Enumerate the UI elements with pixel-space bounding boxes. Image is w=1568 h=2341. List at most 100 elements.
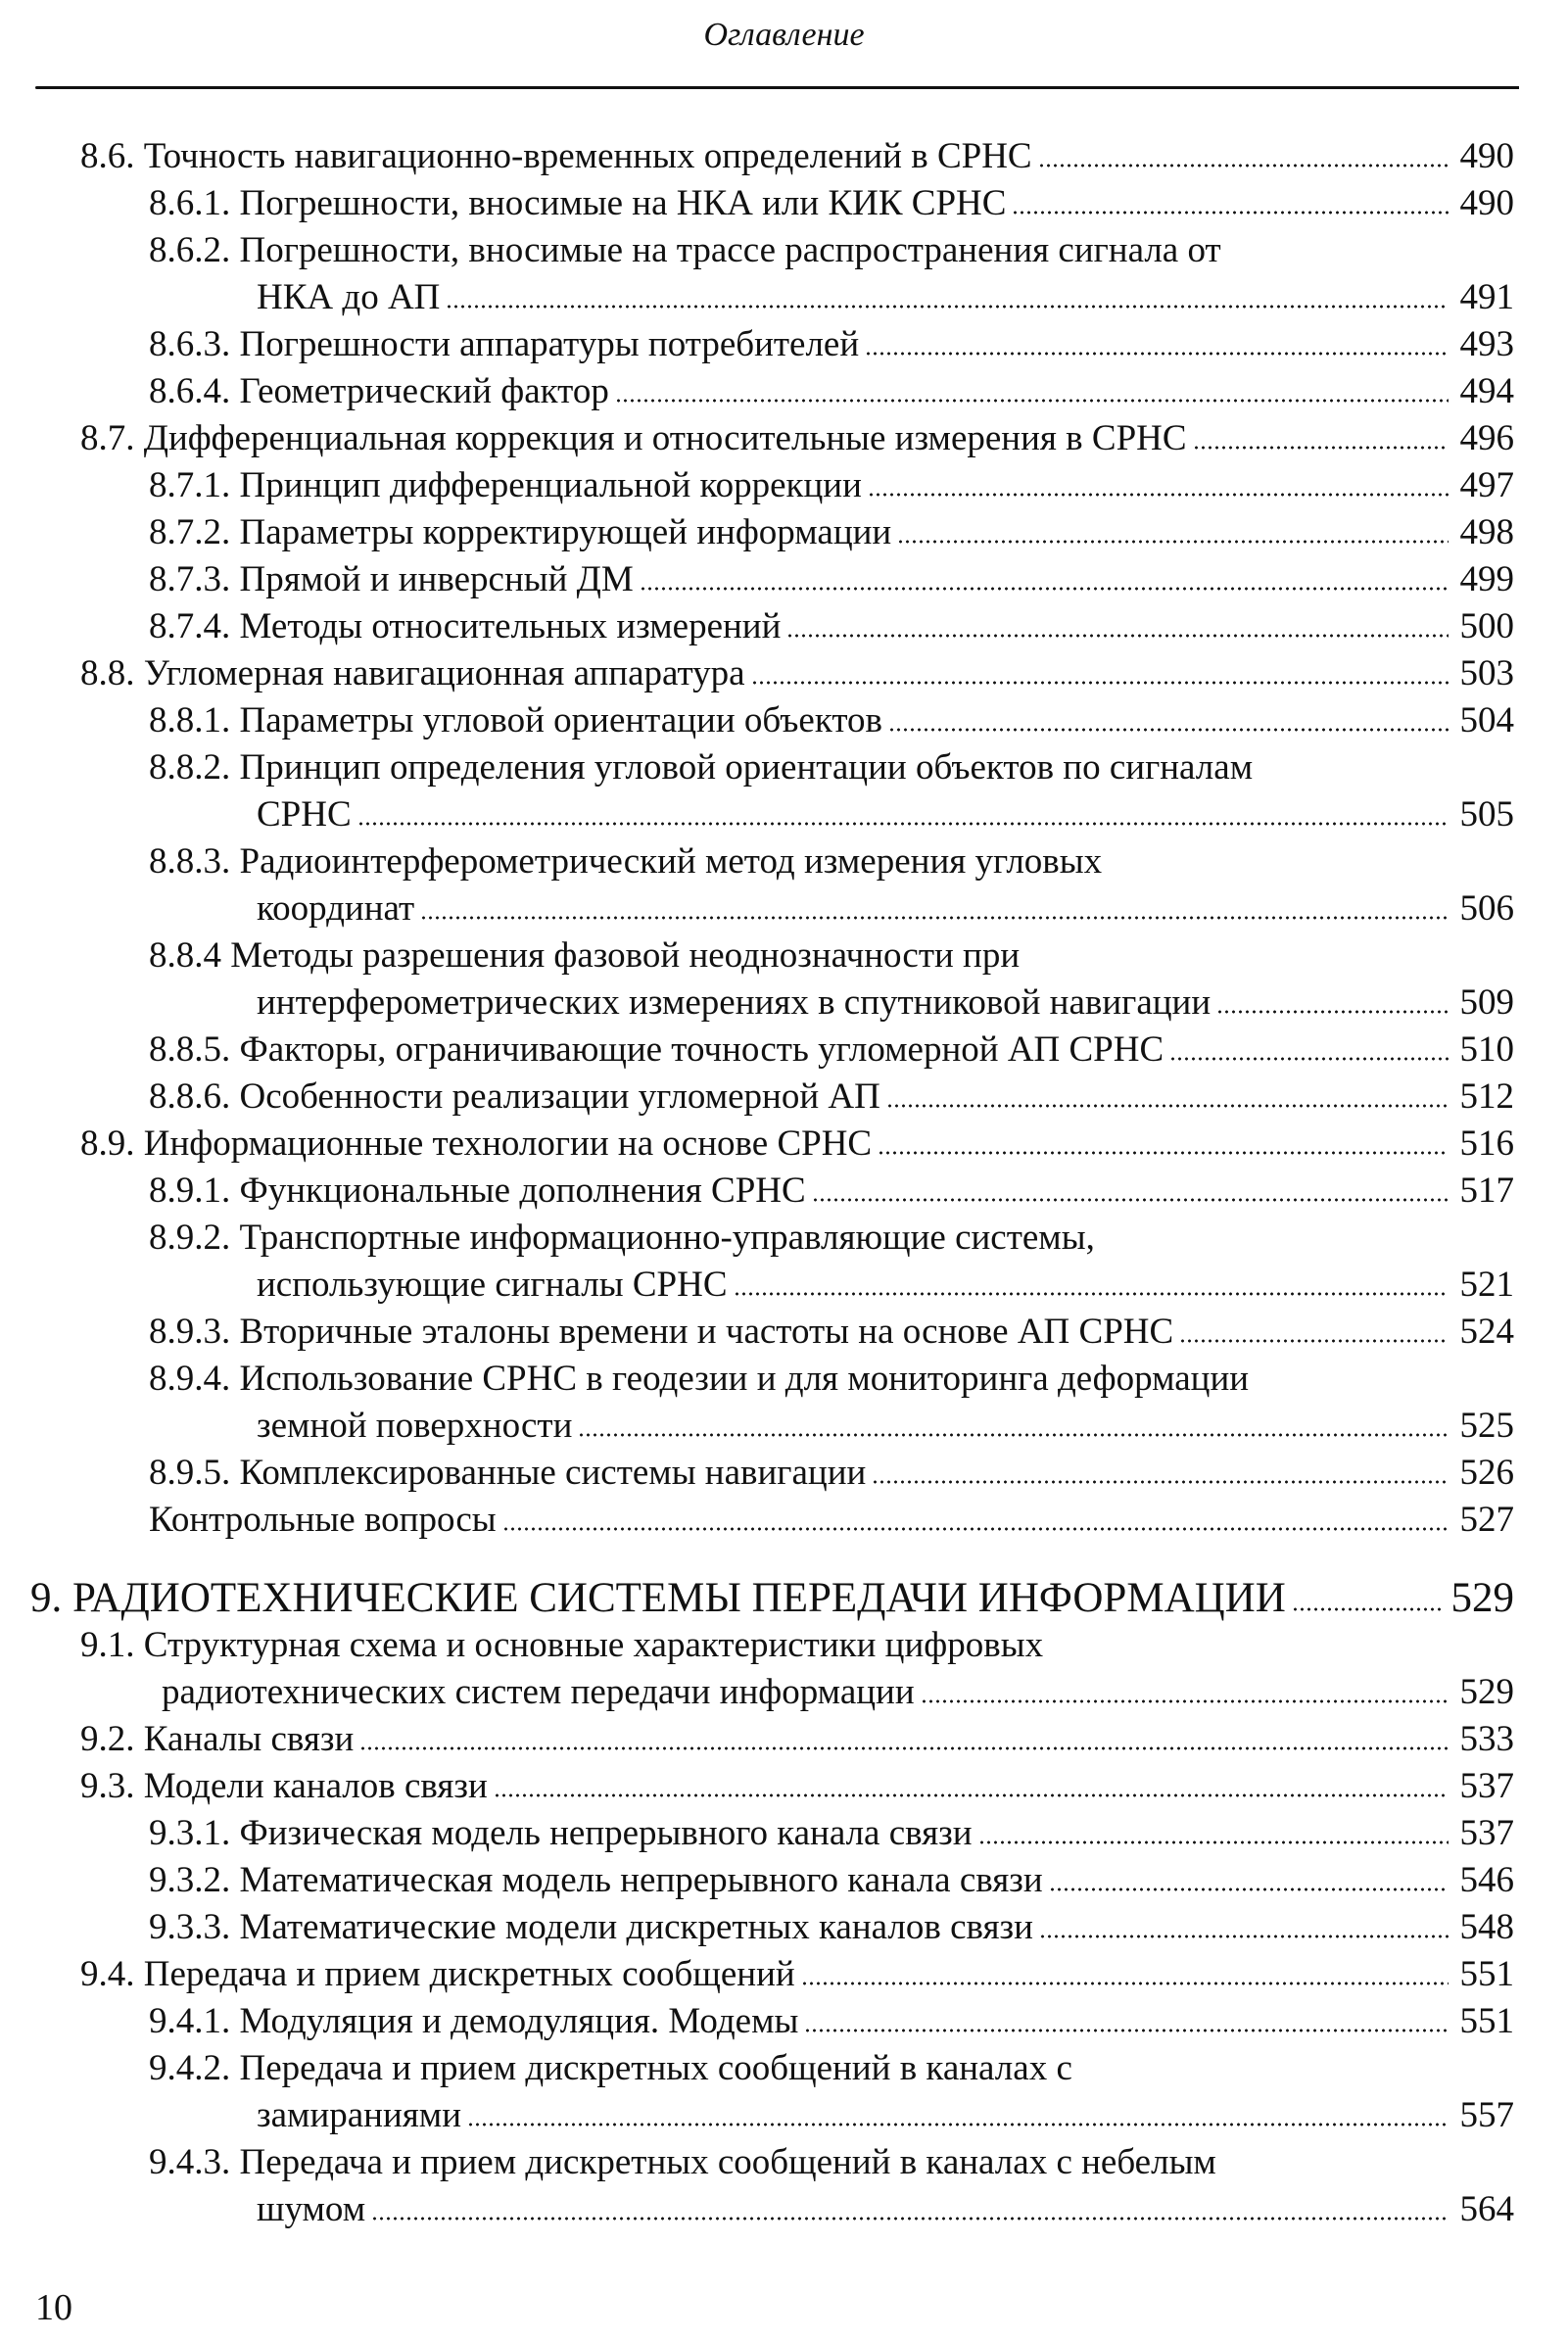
dot-leader xyxy=(1291,1607,1442,1611)
toc-entry-title: 9.1. Структурная схема и основные характ… xyxy=(80,1625,1044,1665)
toc-line: 9.3.2. Математическая модель непрерывног… xyxy=(0,1857,1568,1904)
toc-page-number: 557 xyxy=(1459,2095,1515,2135)
dot-leader xyxy=(1037,164,1449,167)
toc-entry-title: 8.9. Информационные технологии на основе… xyxy=(80,1123,873,1164)
toc-entry-title: 8.8. Угломерная навигационная аппаратура xyxy=(80,653,745,693)
toc-page-number: 527 xyxy=(1459,1500,1515,1540)
dot-leader xyxy=(1038,1935,1449,1938)
toc-line: 8.7.2. Параметры корректирующей информац… xyxy=(0,509,1568,556)
toc-page-number: 512 xyxy=(1459,1076,1515,1117)
toc-page-number: 505 xyxy=(1459,794,1515,835)
toc-entry: 8.8.5. Факторы, ограничивающие точность … xyxy=(0,1027,1568,1074)
toc-entry-title: использующие сигналы СРНС xyxy=(257,1265,728,1305)
toc-entry: 9.4.1. Модуляция и демодуляция. Модемы 55… xyxy=(0,1998,1568,2045)
toc-entry-title: 8.9.3. Вторичные эталоны времени и часто… xyxy=(149,1312,1174,1352)
toc-line: 9.4.1. Модуляция и демодуляция. Модемы 55… xyxy=(0,1998,1568,2045)
toc-entry: 8.6. Точность навигационно-временных опр… xyxy=(0,133,1568,180)
toc-entry: 8.7.4. Методы относительных измерений 500 xyxy=(0,603,1568,650)
toc-page-number: 498 xyxy=(1459,512,1515,552)
toc-line: 8.8.2. Принцип определения угловой ориен… xyxy=(0,744,1568,791)
toc-line: 9.4.3. Передача и прием дискретных сообщ… xyxy=(0,2139,1568,2186)
toc-entry-title: замираниями xyxy=(257,2095,462,2135)
toc-line: 8.6.1. Погрешности, вносимые на НКА или … xyxy=(0,180,1568,227)
dot-leader xyxy=(885,1104,1449,1108)
toc-line: координат 506 xyxy=(0,885,1568,932)
toc-entry: 9.4.2. Передача и прием дискретных сообщ… xyxy=(0,2045,1568,2139)
toc-entry-title: 8.7.1. Принцип дифференциальной коррекци… xyxy=(149,465,862,505)
toc-entry-title: радиотехнических систем передачи информа… xyxy=(162,1672,915,1712)
toc-entry-title: 9.4.1. Модуляция и демодуляция. Модемы xyxy=(149,2001,799,2041)
toc-entry-title: 9.3.1. Физическая модель непрерывного ка… xyxy=(149,1813,973,1853)
dot-leader xyxy=(1216,1010,1449,1014)
dot-leader xyxy=(493,1793,1449,1797)
toc-entry: 9.2. Каналы связи 533 xyxy=(0,1716,1568,1763)
dot-leader xyxy=(1012,211,1449,215)
toc-page-number: 525 xyxy=(1459,1406,1515,1446)
toc-entry-title: 8.6.4. Геометрический фактор xyxy=(149,371,609,411)
toc-line: 8.8. Угломерная навигационная аппаратура… xyxy=(0,650,1568,697)
toc-page-number: 524 xyxy=(1459,1312,1515,1352)
toc-entry-title: 8.8.3. Радиоинтерферометрический метод и… xyxy=(149,841,1103,882)
toc-entry: 8.6.2. Погрешности, вносимые на трассе р… xyxy=(0,227,1568,321)
toc-page-number: 537 xyxy=(1459,1766,1515,1806)
toc-entry-title: 8.9.4. Использование СРНС в геодезии и д… xyxy=(149,1359,1250,1399)
toc-entry-title: 8.8.6. Особенности реализации угломерной… xyxy=(149,1076,880,1117)
dot-leader xyxy=(639,587,1449,591)
toc-line: замираниями 557 xyxy=(0,2092,1568,2139)
toc-line: 8.8.4 Методы разрешения фазовой неоднозн… xyxy=(0,932,1568,979)
toc-line: 8.9.4. Использование СРНС в геодезии и д… xyxy=(0,1356,1568,1403)
toc-entry: 9.3. Модели каналов связи 537 xyxy=(0,1763,1568,1810)
toc-entry: 9.3.2. Математическая модель непрерывног… xyxy=(0,1857,1568,1904)
dot-leader xyxy=(865,352,1449,356)
toc-entry: 8.8.6. Особенности реализации угломерной… xyxy=(0,1074,1568,1121)
toc-entry-title: 8.8.1. Параметры угловой ориентации объе… xyxy=(149,700,882,741)
dot-leader xyxy=(800,1982,1449,1985)
toc-page-number: 529 xyxy=(1459,1672,1515,1712)
toc-entry-title: 9.3.3. Математические модели дискретных … xyxy=(149,1907,1033,1947)
running-head: Оглавление xyxy=(703,17,865,53)
toc-line: 9. РАДИОТЕХНИЧЕСКИЕ СИСТЕМЫ ПЕРЕДАЧИ ИНФ… xyxy=(0,1575,1568,1622)
toc-page-number: 506 xyxy=(1459,888,1515,929)
toc-page-number: 504 xyxy=(1459,700,1515,741)
table-of-contents: 8.6. Точность навигационно-временных опр… xyxy=(0,133,1568,2233)
toc-entry-title: 9.4.3. Передача и прием дискретных сообщ… xyxy=(149,2142,1216,2182)
toc-line: 8.6.2. Погрешности, вносимые на трассе р… xyxy=(0,227,1568,274)
toc-entry: 9.4. Передача и прием дискретных сообщен… xyxy=(0,1951,1568,1998)
header-rule xyxy=(35,86,1519,89)
toc-page-number: 510 xyxy=(1459,1029,1515,1070)
toc-line: 9.4. Передача и прием дискретных сообщен… xyxy=(0,1951,1568,1998)
toc-page-number: 494 xyxy=(1459,371,1515,411)
toc-entry: 8.6.1. Погрешности, вносимые на НКА или … xyxy=(0,180,1568,227)
toc-page-number: 499 xyxy=(1459,559,1515,599)
dot-leader xyxy=(786,634,1449,638)
toc-page-number: 516 xyxy=(1459,1123,1515,1164)
toc-entry-title: земной поверхности xyxy=(257,1406,573,1446)
toc-line: 9.3. Модели каналов связи 537 xyxy=(0,1763,1568,1810)
toc-entry-title: Контрольные вопросы xyxy=(149,1500,497,1540)
toc-page-number: 526 xyxy=(1459,1453,1515,1493)
toc-entry-title: 9.2. Каналы связи xyxy=(80,1719,355,1759)
toc-entry: 9.1. Структурная схема и основные характ… xyxy=(0,1622,1568,1716)
toc-entry: 8.8.2. Принцип определения угловой ориен… xyxy=(0,744,1568,838)
dot-leader xyxy=(920,1699,1449,1703)
toc-line: шумом 564 xyxy=(0,2186,1568,2233)
toc-entry: 8.8.1. Параметры угловой ориентации объе… xyxy=(0,697,1568,744)
dot-leader xyxy=(420,916,1449,920)
toc-page-number: 490 xyxy=(1459,136,1515,176)
dot-leader xyxy=(1169,1057,1449,1061)
toc-entry: 8.6.3. Погрешности аппаратуры потребител… xyxy=(0,321,1568,368)
toc-page-number: 490 xyxy=(1459,183,1515,223)
toc-entry: 9.4.3. Передача и прием дискретных сообщ… xyxy=(0,2139,1568,2233)
toc-line: 8.7.4. Методы относительных измерений 500 xyxy=(0,603,1568,650)
toc-entry-title: НКА до АП xyxy=(257,277,441,317)
dot-leader xyxy=(977,1840,1449,1844)
toc-page-number: 509 xyxy=(1459,982,1515,1023)
toc-page-number: 546 xyxy=(1459,1860,1515,1900)
toc-page-number: 517 xyxy=(1459,1170,1515,1211)
toc-line: 9.2. Каналы связи 533 xyxy=(0,1716,1568,1763)
dot-leader xyxy=(446,305,1449,309)
dot-leader xyxy=(867,493,1449,497)
toc-entry-title: 9.3.2. Математическая модель непрерывног… xyxy=(149,1860,1043,1900)
toc-entry-title: 8.7. Дифференциальная коррекция и относи… xyxy=(80,418,1187,458)
dot-leader xyxy=(1179,1339,1449,1343)
